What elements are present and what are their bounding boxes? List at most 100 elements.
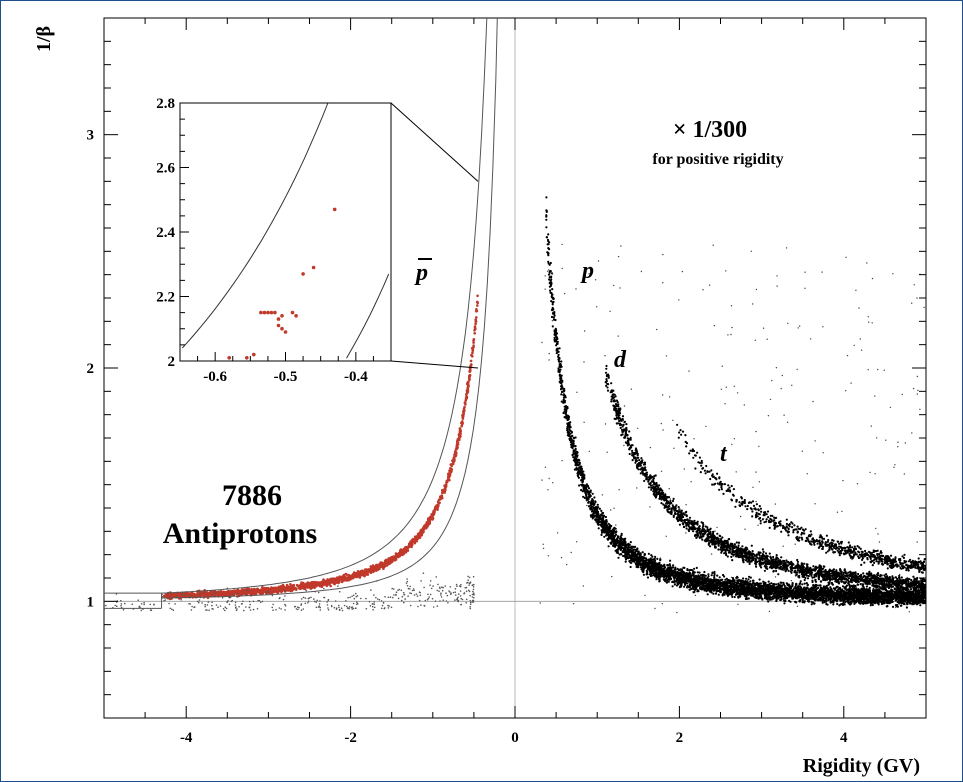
positive-point [818, 596, 821, 600]
positive-point [651, 560, 654, 564]
positive-point [664, 580, 667, 583]
positive-point [894, 599, 897, 602]
positive-point [589, 504, 592, 507]
positive-point [551, 293, 554, 296]
positive-point [590, 506, 593, 510]
positive-point [637, 565, 640, 568]
positive-point [749, 576, 752, 579]
positive-point [742, 589, 746, 592]
positive-point [804, 597, 807, 600]
positive-point [882, 602, 885, 605]
positive-point [623, 544, 626, 547]
positive-point [560, 386, 564, 389]
positive-point [693, 567, 696, 570]
positive-point [579, 465, 583, 468]
positive-point [713, 570, 716, 574]
positive-point [803, 586, 806, 589]
positive-point [717, 593, 720, 596]
positive-point [674, 571, 677, 574]
positive-point [767, 600, 770, 603]
positive-point [591, 492, 594, 495]
positive-point [691, 579, 694, 582]
positive-point [788, 599, 791, 602]
positive-point [801, 583, 804, 586]
positive-point [551, 288, 554, 291]
positive-point [802, 597, 805, 600]
positive-point [630, 549, 633, 552]
positive-point [649, 573, 653, 576]
positive-point [839, 599, 842, 602]
positive-point [832, 592, 835, 595]
positive-point [696, 575, 699, 578]
positive-point [643, 553, 647, 556]
positive-point [759, 588, 762, 591]
positive-point [777, 592, 780, 595]
positive-point [629, 565, 632, 569]
positive-point [708, 588, 711, 591]
positive-point [798, 600, 801, 603]
positive-point [872, 596, 875, 600]
positive-point [835, 598, 838, 601]
positive-point [566, 422, 569, 425]
positive-point [665, 581, 669, 584]
positive-point [710, 574, 713, 577]
positive-point [889, 597, 892, 600]
positive-point [825, 593, 828, 596]
positive-point [683, 566, 686, 570]
positive-point [606, 538, 610, 541]
positive-point [855, 592, 859, 595]
positive-point [760, 595, 763, 598]
positive-point [719, 581, 722, 584]
positive-point [581, 476, 584, 479]
positive-point [758, 578, 761, 581]
positive-point [561, 379, 564, 382]
positive-point [580, 467, 584, 471]
positive-point [778, 594, 781, 597]
positive-point [891, 600, 894, 604]
positive-point [619, 542, 622, 545]
positive-point [748, 582, 751, 585]
positive-point [572, 436, 576, 439]
positive-point [877, 595, 880, 598]
positive-point [902, 600, 906, 603]
positive-point [795, 582, 798, 585]
positive-point [680, 583, 683, 586]
positive-point [598, 507, 602, 510]
positive-point [875, 600, 878, 603]
positive-point [569, 437, 572, 440]
positive-point [799, 585, 802, 588]
positive-point [562, 396, 566, 399]
positive-point [801, 589, 804, 592]
positive-point [847, 593, 850, 596]
positive-point [658, 574, 661, 578]
positive-point [854, 595, 858, 599]
positive-point [582, 470, 585, 473]
positive-point [639, 555, 642, 558]
positive-point [632, 545, 635, 549]
positive-point [775, 592, 778, 595]
positive-point [750, 593, 754, 596]
positive-point [806, 583, 809, 586]
positive-point [742, 577, 745, 580]
positive-point [803, 582, 806, 585]
positive-point [555, 352, 558, 355]
positive-point [842, 599, 845, 603]
positive-point [670, 566, 673, 569]
positive-point [547, 262, 550, 265]
positive-point [547, 252, 550, 255]
positive-point [648, 560, 651, 563]
positive-point [871, 589, 875, 592]
positive-point [827, 594, 830, 598]
positive-point [777, 586, 781, 590]
positive-point [576, 468, 579, 471]
positive-point [745, 577, 748, 580]
positive-point [798, 596, 801, 599]
positive-point [827, 583, 830, 587]
positive-point [797, 587, 800, 590]
positive-point [624, 558, 628, 561]
positive-point [555, 335, 558, 338]
positive-point [548, 241, 551, 244]
positive-point [868, 586, 871, 590]
positive-point [555, 329, 558, 332]
positive-point [805, 582, 808, 585]
